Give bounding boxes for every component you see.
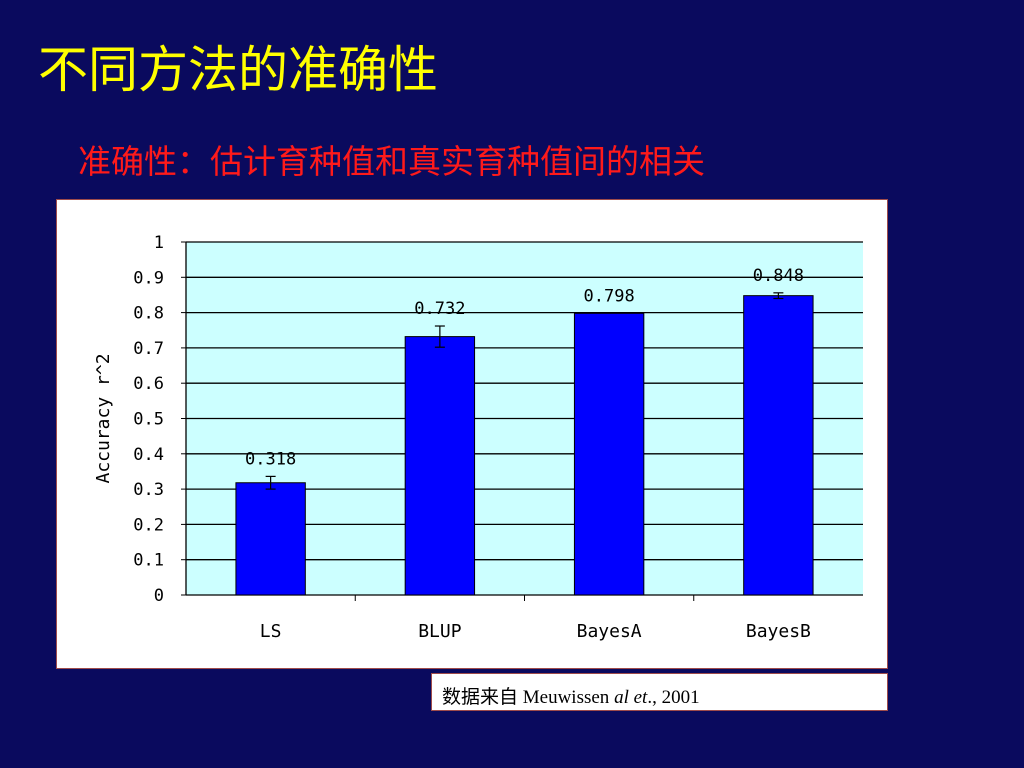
y-tick-label: 0.4 — [133, 445, 164, 465]
bar-blup — [404, 336, 476, 596]
y-tick-label: 1 — [154, 233, 164, 253]
y-tick-label: 0.7 — [133, 339, 164, 359]
y-tick-label: 0.5 — [133, 410, 164, 430]
slide-title: 不同方法的准确性 — [38, 41, 438, 99]
bar-ls — [235, 482, 306, 596]
bar-bayesb — [743, 295, 814, 596]
chart-frame: 0 0.1 0.2 0.3 0.4 0.5 0.6 0.7 0.8 0.9 1 0.318 LS 0.73… — [56, 199, 888, 669]
x-tick-label: BayesA — [577, 621, 642, 642]
data-label: 0.732 — [414, 299, 465, 319]
slide-subtitle: 准确性：估计育种值和真实育种值间的相关 — [78, 142, 705, 181]
y-tick-label: 0.1 — [133, 551, 164, 571]
y-tick-label: 0.9 — [133, 268, 164, 288]
source-italic: al et — [614, 687, 648, 708]
x-tick-label: LS — [260, 621, 282, 642]
x-tick-label: BayesB — [746, 621, 811, 642]
source-note: 数据来自 Meuwissen al et., 2001 — [431, 673, 888, 711]
accuracy-bar-chart: 0 0.1 0.2 0.3 0.4 0.5 0.6 0.7 0.8 0.9 1 0.318 LS 0.73… — [93, 233, 863, 642]
y-tick-label: 0.8 — [133, 304, 164, 324]
y-tick-label: 0.3 — [133, 480, 164, 500]
data-label: 0.318 — [245, 449, 296, 469]
source-prefix: 数据来自 Meuwissen — [442, 687, 615, 708]
y-tick-label: 0 — [154, 586, 164, 606]
y-tick-label: 0.6 — [133, 374, 164, 394]
y-axis-label: Accuracy r^2 — [93, 353, 114, 483]
source-suffix: ., 2001 — [647, 687, 700, 708]
data-label: 0.848 — [753, 266, 804, 286]
y-tick-label: 0.2 — [133, 515, 164, 535]
bar-bayesa — [573, 312, 645, 596]
data-label: 0.798 — [584, 286, 635, 306]
x-tick-label: BLUP — [418, 621, 462, 642]
